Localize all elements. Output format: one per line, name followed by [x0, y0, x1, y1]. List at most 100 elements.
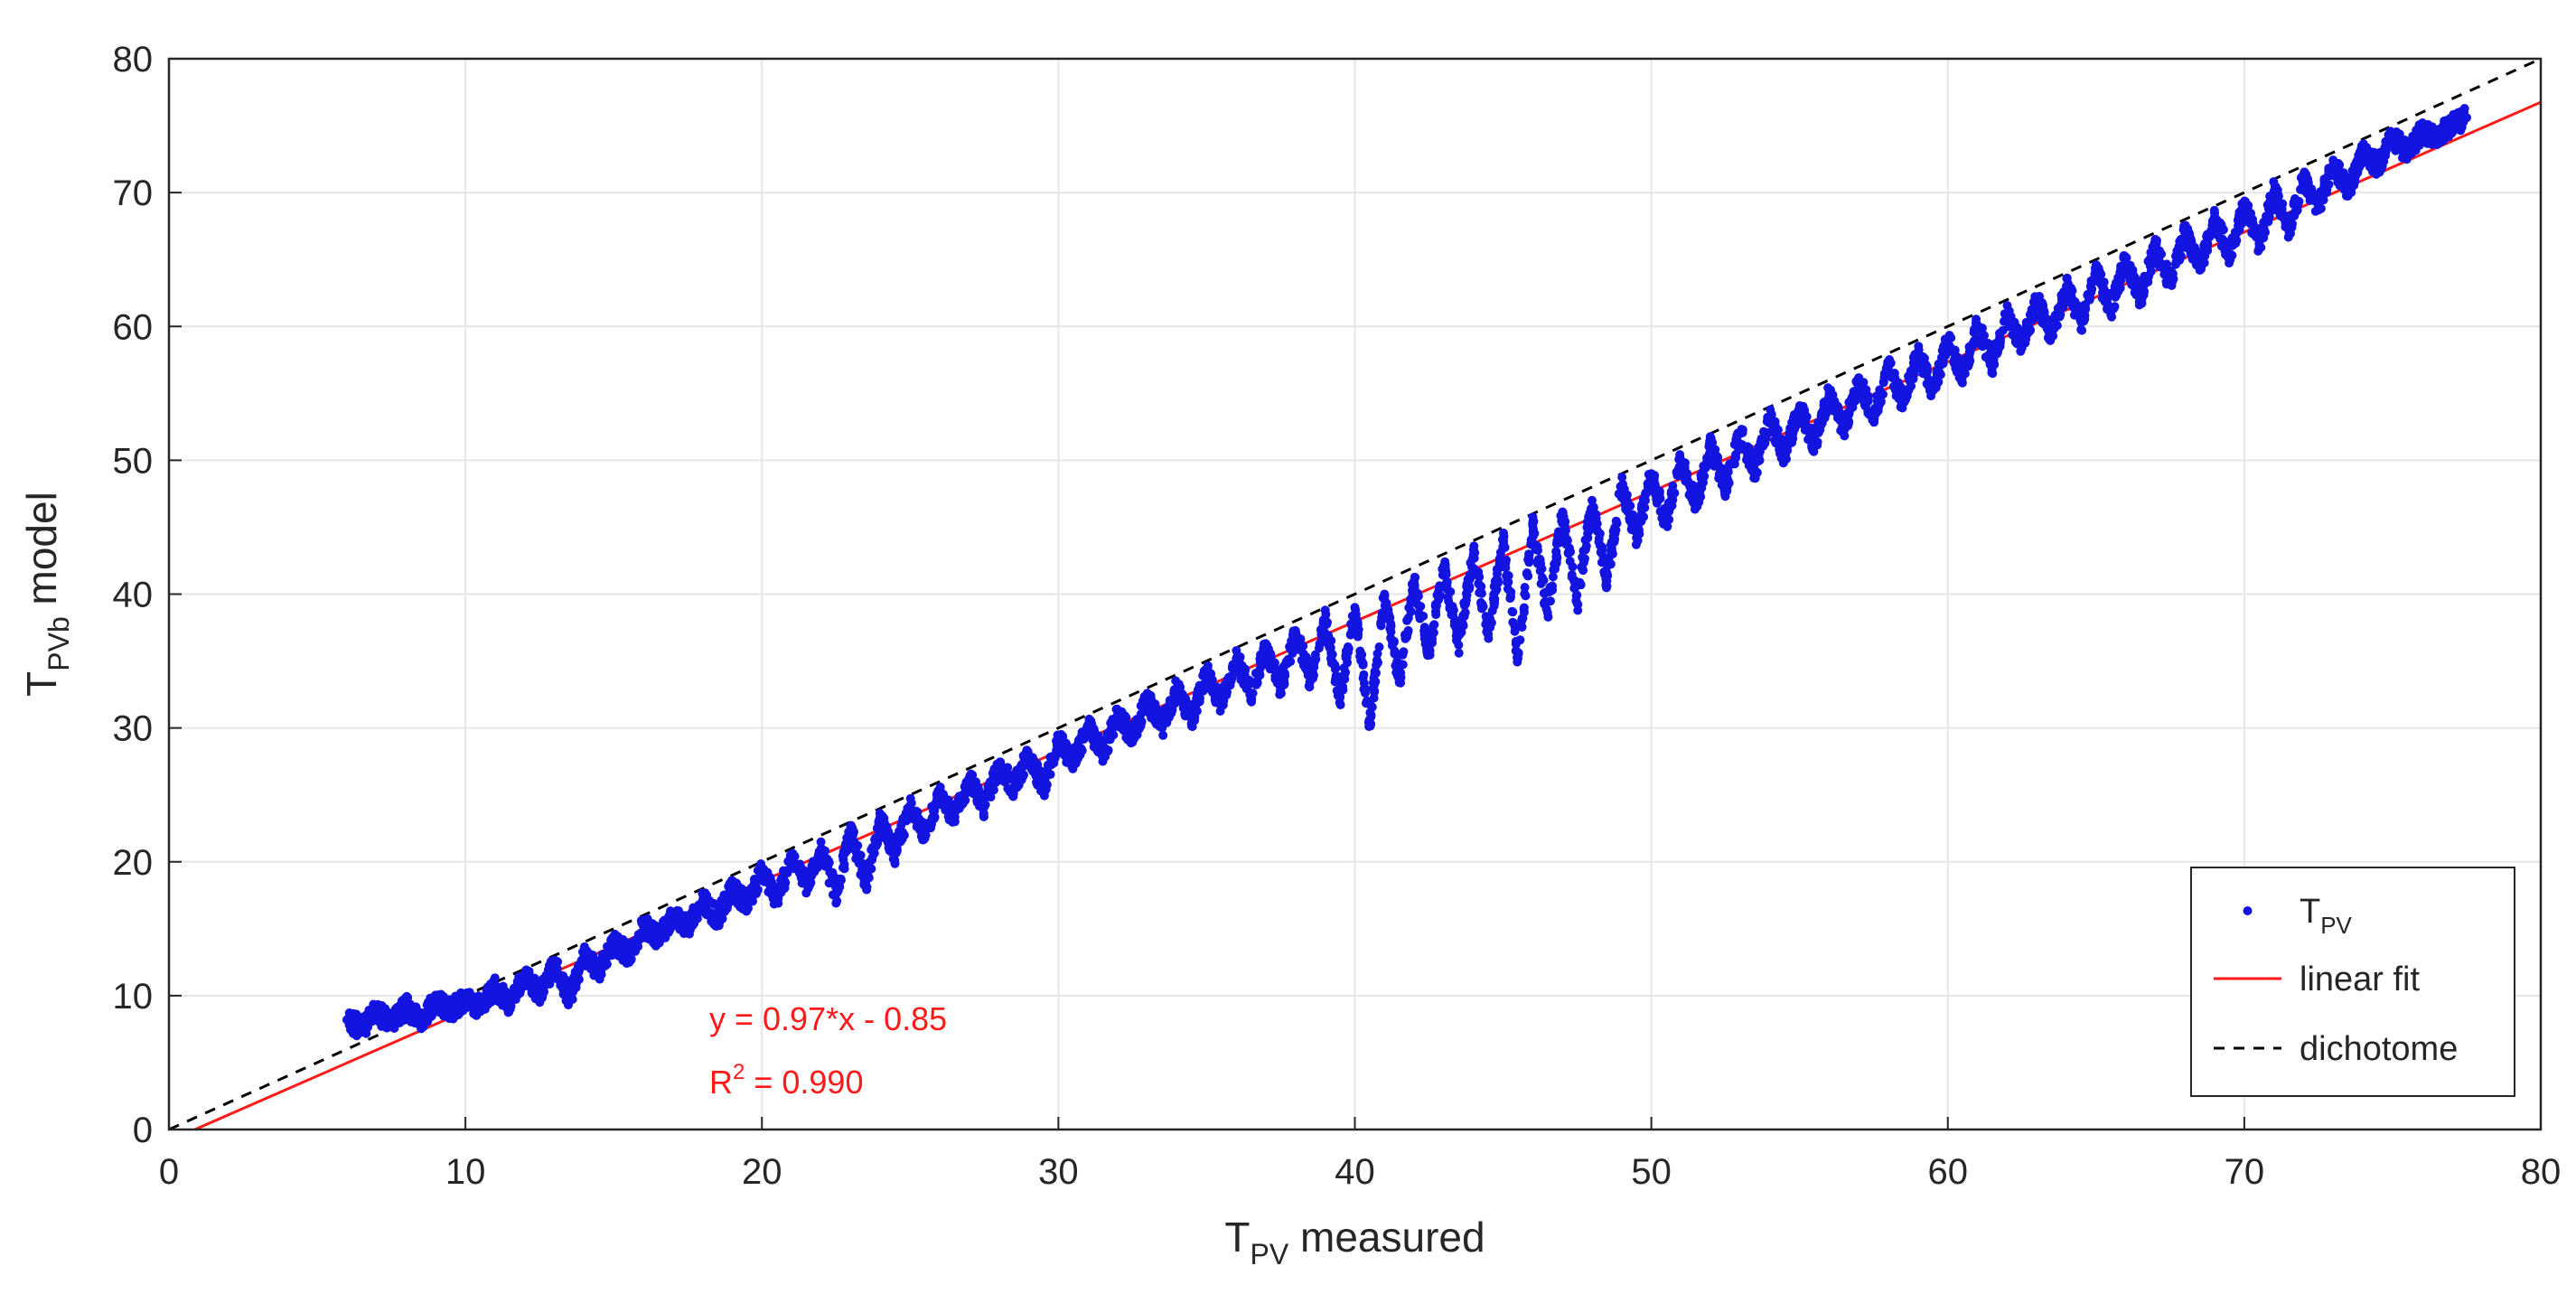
scatter-point	[1572, 598, 1582, 608]
scatter-point	[2259, 224, 2269, 234]
scatter-point	[446, 1012, 456, 1022]
scatter-point	[2456, 126, 2466, 136]
scatter-point	[821, 854, 831, 864]
scatter-point	[1000, 777, 1009, 787]
scatter-point	[1519, 603, 1529, 613]
scatter-point	[1083, 720, 1093, 730]
scatter-point	[958, 799, 968, 809]
scatter-point	[727, 884, 737, 894]
scatter-point	[863, 871, 873, 881]
scatter-point	[2225, 250, 2234, 260]
scatter-point	[391, 1006, 401, 1016]
scatter-point	[911, 806, 921, 816]
scatter-point	[2112, 290, 2122, 300]
scatter-point	[520, 970, 529, 980]
scatter-point	[498, 1000, 507, 1010]
scatter-point	[1958, 371, 1968, 381]
scatter-point	[2239, 201, 2249, 211]
scatter-point	[2328, 160, 2338, 169]
x-tick-label: 80	[2521, 1152, 2562, 1192]
scatter-point	[1462, 590, 1472, 600]
scatter-point	[846, 826, 856, 836]
scatter-point	[557, 974, 567, 984]
scatter-point	[1439, 567, 1449, 577]
scatter-point	[2432, 134, 2442, 144]
scatter-point	[482, 997, 492, 1007]
scatter-point	[1382, 598, 1391, 608]
scatter-point	[1132, 723, 1142, 733]
scatter-point	[1330, 677, 1340, 687]
scatter-point	[2203, 230, 2212, 239]
scatter-point	[1772, 429, 1782, 439]
scatter-point	[1551, 555, 1561, 565]
y-tick-label: 70	[113, 173, 154, 213]
scatter-point	[2196, 254, 2205, 264]
scatter-point	[1386, 633, 1396, 642]
scatter-point	[1706, 441, 1716, 451]
scatter-point	[763, 887, 773, 897]
scatter-point	[1432, 590, 1442, 600]
scatter-point	[2010, 326, 2019, 336]
scatter-point	[897, 816, 907, 826]
scatter-point	[1841, 409, 1851, 418]
scatter-point	[1062, 741, 1072, 750]
scatter-point	[2284, 213, 2294, 223]
scatter-point	[808, 857, 818, 867]
scatter-point	[1743, 442, 1753, 452]
scatter-point	[1535, 566, 1545, 576]
scatter-point	[2396, 134, 2406, 144]
scatter-point	[2167, 270, 2177, 280]
scatter-point	[723, 895, 733, 905]
scatter-point	[2077, 325, 2087, 335]
scatter-point	[905, 801, 915, 811]
scatter-point	[757, 867, 767, 876]
scatter-point	[851, 848, 861, 858]
scatter-point	[1361, 689, 1370, 698]
legend-box	[2190, 867, 2515, 1097]
scatter-point	[1978, 334, 1988, 344]
scatter-point	[1632, 533, 1642, 543]
scatter-point	[2202, 242, 2212, 252]
scatter-point	[2128, 265, 2138, 275]
scatter-point	[2042, 316, 2051, 325]
scatter-point	[876, 815, 885, 825]
scatter-point	[1981, 352, 1991, 362]
scatter-point	[2017, 343, 2027, 352]
scatter-point	[1368, 684, 1378, 694]
scatter-point	[1617, 490, 1627, 500]
scatter-point	[1372, 649, 1382, 659]
scatter-point	[2358, 147, 2368, 157]
scatter-point	[787, 854, 797, 864]
scatter-point	[1265, 664, 1275, 674]
scatter-point	[688, 908, 698, 917]
scatter-point	[2299, 174, 2309, 184]
x-tick-label: 30	[1038, 1152, 1079, 1192]
scatter-point	[431, 996, 441, 1006]
scatter-point	[1327, 650, 1337, 660]
y-tick-label: 10	[113, 977, 154, 1017]
x-tick-label: 60	[1928, 1152, 1969, 1192]
scatter-point	[1098, 750, 1108, 760]
scatter-point	[623, 950, 633, 959]
scatter-point	[1178, 693, 1188, 703]
scatter-point	[1415, 614, 1425, 623]
scatter-point	[816, 843, 826, 853]
scatter-point	[2086, 287, 2096, 297]
scatter-point	[1810, 441, 1820, 451]
scatter-point	[831, 898, 841, 908]
scatter-point	[1424, 648, 1434, 658]
scatter-point	[1487, 606, 1497, 615]
scatter-point	[2136, 294, 2145, 304]
scatter-point	[950, 812, 960, 822]
scatter-point	[2259, 217, 2269, 227]
scatter-point	[1498, 536, 1508, 546]
scatter-point	[639, 921, 648, 931]
scatter-point	[1841, 417, 1851, 427]
scatter-point	[1455, 630, 1465, 640]
scatter-point	[1510, 626, 1520, 636]
scatter-point	[2062, 281, 2071, 291]
scatter-point	[861, 878, 871, 888]
scatter-point	[979, 802, 989, 811]
scatter-point	[685, 929, 694, 939]
